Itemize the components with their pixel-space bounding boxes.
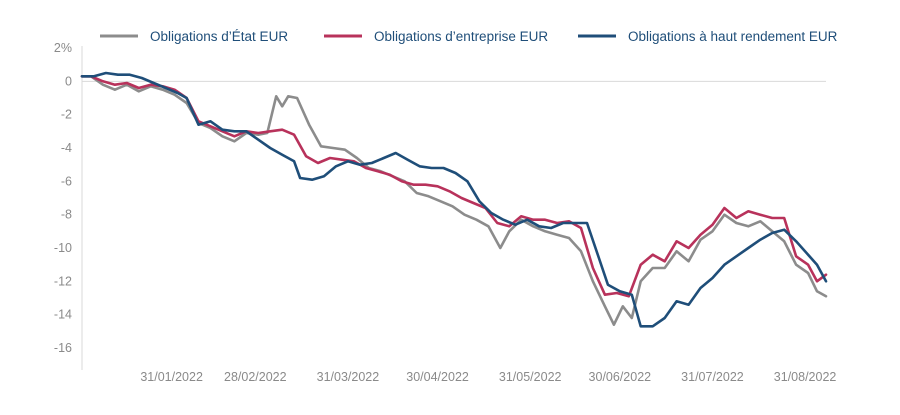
y-tick-label: -16 bbox=[54, 341, 72, 355]
legend: Obligations d’État EUR Obligations d’entr… bbox=[100, 29, 838, 44]
x-tick-label: 28/02/2022 bbox=[224, 370, 287, 384]
x-tick-label: 31/08/2022 bbox=[774, 370, 837, 384]
x-tick-label: 30/06/2022 bbox=[589, 370, 652, 384]
y-tick-label: -10 bbox=[54, 241, 72, 255]
x-axis-tick-labels: 31/01/2022 28/02/2022 31/03/2022 30/04/2022… bbox=[140, 370, 836, 384]
series-line-2 bbox=[80, 75, 828, 298]
y-tick-label: -4 bbox=[61, 141, 72, 155]
legend-label: Obligations d’entreprise EUR bbox=[374, 29, 548, 44]
y-tick-label: -14 bbox=[54, 308, 72, 322]
series-line-3 bbox=[80, 71, 828, 328]
x-tick-label: 30/04/2022 bbox=[406, 370, 469, 384]
x-tick-label: 31/05/2022 bbox=[499, 370, 562, 384]
legend-label: Obligations à haut rendement EUR bbox=[628, 29, 838, 44]
y-tick-label: -12 bbox=[54, 274, 72, 288]
y-tick-label: -2 bbox=[61, 108, 72, 122]
y-axis-tick-labels: 2% 0 -2 -4 -6 -8 -10 -12 -14 -16 bbox=[54, 41, 72, 355]
y-tick-label: -8 bbox=[61, 208, 72, 222]
series-lines bbox=[80, 71, 828, 328]
y-tick-label: 0 bbox=[65, 74, 72, 88]
y-tick-label: -6 bbox=[61, 174, 72, 188]
series-line-1 bbox=[80, 75, 828, 326]
x-tick-label: 31/01/2022 bbox=[140, 370, 203, 384]
x-tick-label: 31/07/2022 bbox=[681, 370, 744, 384]
x-tick-label: 31/03/2022 bbox=[317, 370, 380, 384]
legend-label: Obligations d’État EUR bbox=[150, 29, 288, 44]
y-tick-label: 2% bbox=[54, 41, 72, 55]
